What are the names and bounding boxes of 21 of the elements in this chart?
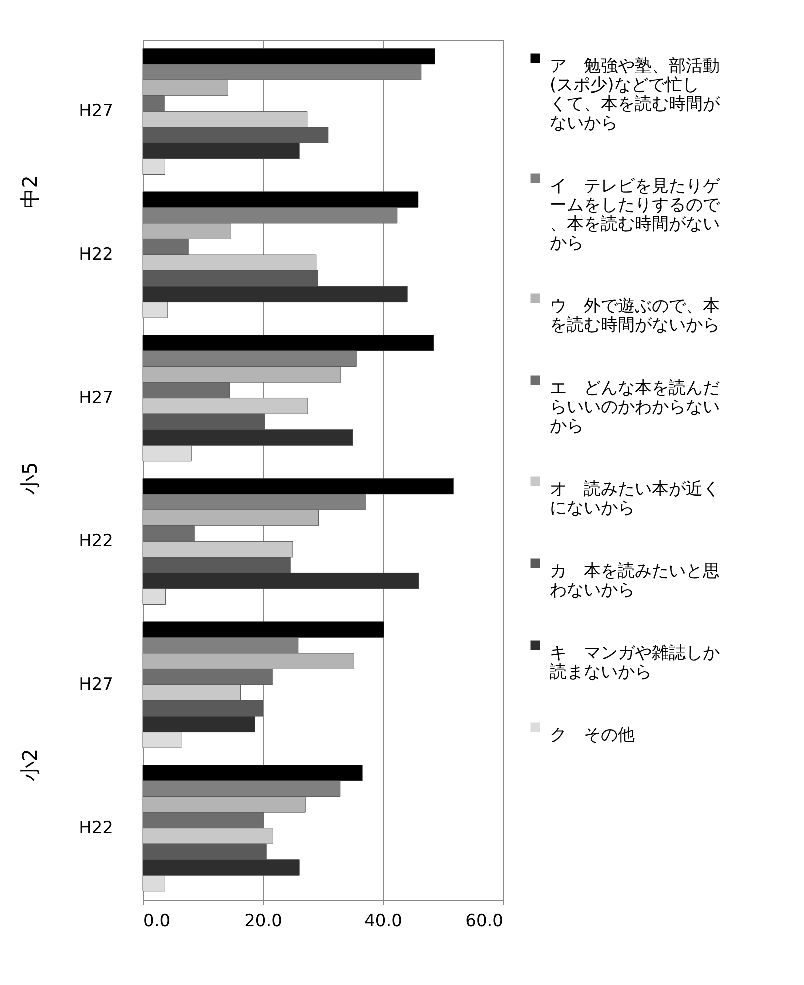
- legend-label: イ テレビを見たりゲームをしたりするので、本を読む時間がないから: [550, 176, 721, 254]
- y-tick-label: H22: [79, 245, 114, 265]
- legend-label: オ 読みたい本が近くにないから: [550, 480, 720, 518]
- x-tick-label: 60.0: [466, 912, 504, 932]
- y-tick-label: H27: [79, 388, 114, 408]
- legend-label: カ 本を読みたいと思わないから: [550, 562, 720, 600]
- x-tick-label: 0.0: [144, 912, 171, 932]
- y-tick-label: H22: [79, 532, 114, 552]
- text: 小5: [18, 462, 42, 495]
- text: 小2: [18, 748, 42, 782]
- legend-label: ア 勉強や塾、部活動(スポ少)などで忙しくて、本を読む時間がないから: [550, 56, 721, 134]
- x-tick-label: 40.0: [364, 912, 402, 932]
- y-tick-label: H27: [79, 675, 114, 695]
- legend-label: エ どんな本を読んだらいいのかわからないから: [550, 378, 720, 436]
- text: 中2: [18, 176, 42, 208]
- x-tick-label: 20.0: [244, 912, 282, 932]
- legend-label: ク その他: [550, 726, 635, 746]
- legend-label: ウ 外で遊ぶので、本を読む時間がないから: [550, 296, 720, 336]
- legend-label: キ マンガや雑誌しか読まないから: [550, 644, 720, 682]
- y-tick-label: H27: [79, 102, 114, 122]
- y-tick-label: H22: [79, 818, 114, 838]
